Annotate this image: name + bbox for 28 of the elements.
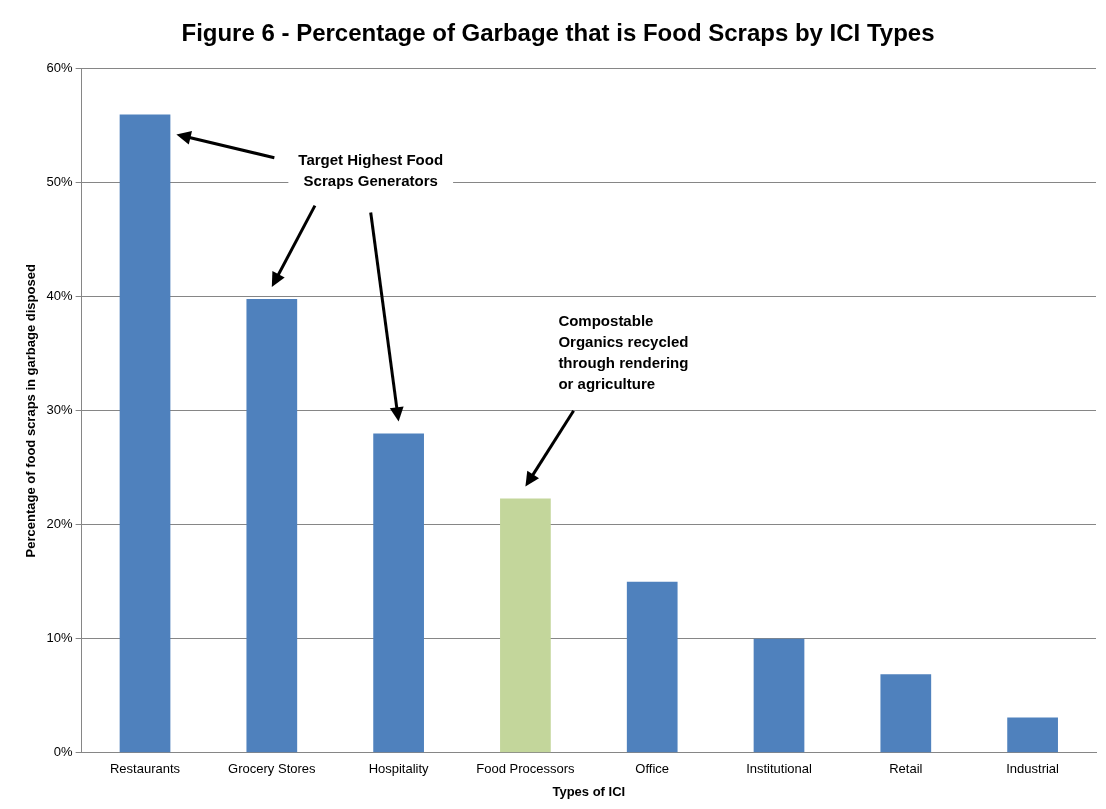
bar xyxy=(1007,717,1058,753)
x-tick-label: Office xyxy=(635,761,670,777)
x-tick-label: Food Processors xyxy=(476,761,576,777)
x-tick-label: Hospitality xyxy=(368,761,430,777)
y-tick-label: 10% xyxy=(46,630,74,646)
x-tick-label: Retail xyxy=(889,761,923,777)
bar xyxy=(373,433,424,753)
y-tick-label: 0% xyxy=(53,744,74,760)
bar xyxy=(880,674,932,753)
x-tick-label: Institutional xyxy=(746,761,812,777)
y-tick-label: 20% xyxy=(46,516,74,532)
y-tick-label: 50% xyxy=(46,174,74,190)
y-axis-title: Percentage of food scraps in garbage disposed xyxy=(23,264,39,558)
y-tick-label: 30% xyxy=(46,402,74,418)
annotation: Compostable Organics recycled through rendering or agriculture xyxy=(558,312,689,393)
bar xyxy=(626,581,678,753)
x-tick-label: Grocery Stores xyxy=(228,761,317,777)
chart-title: Figure 6 - Percentage of Garbage that is Food Scraps by ICI Types xyxy=(181,19,935,47)
bar xyxy=(246,299,298,753)
annotation: Target Highest Food Scraps Generators xyxy=(298,151,444,190)
x-axis-title: Types of ICI xyxy=(552,783,626,799)
y-tick-label: 40% xyxy=(46,288,74,304)
bar xyxy=(500,498,551,753)
y-tick-label: 60% xyxy=(46,60,74,76)
bar xyxy=(753,638,805,753)
x-tick-label: Restaurants xyxy=(109,761,181,777)
bar xyxy=(119,114,171,753)
x-tick-label: Industrial xyxy=(1006,761,1060,777)
